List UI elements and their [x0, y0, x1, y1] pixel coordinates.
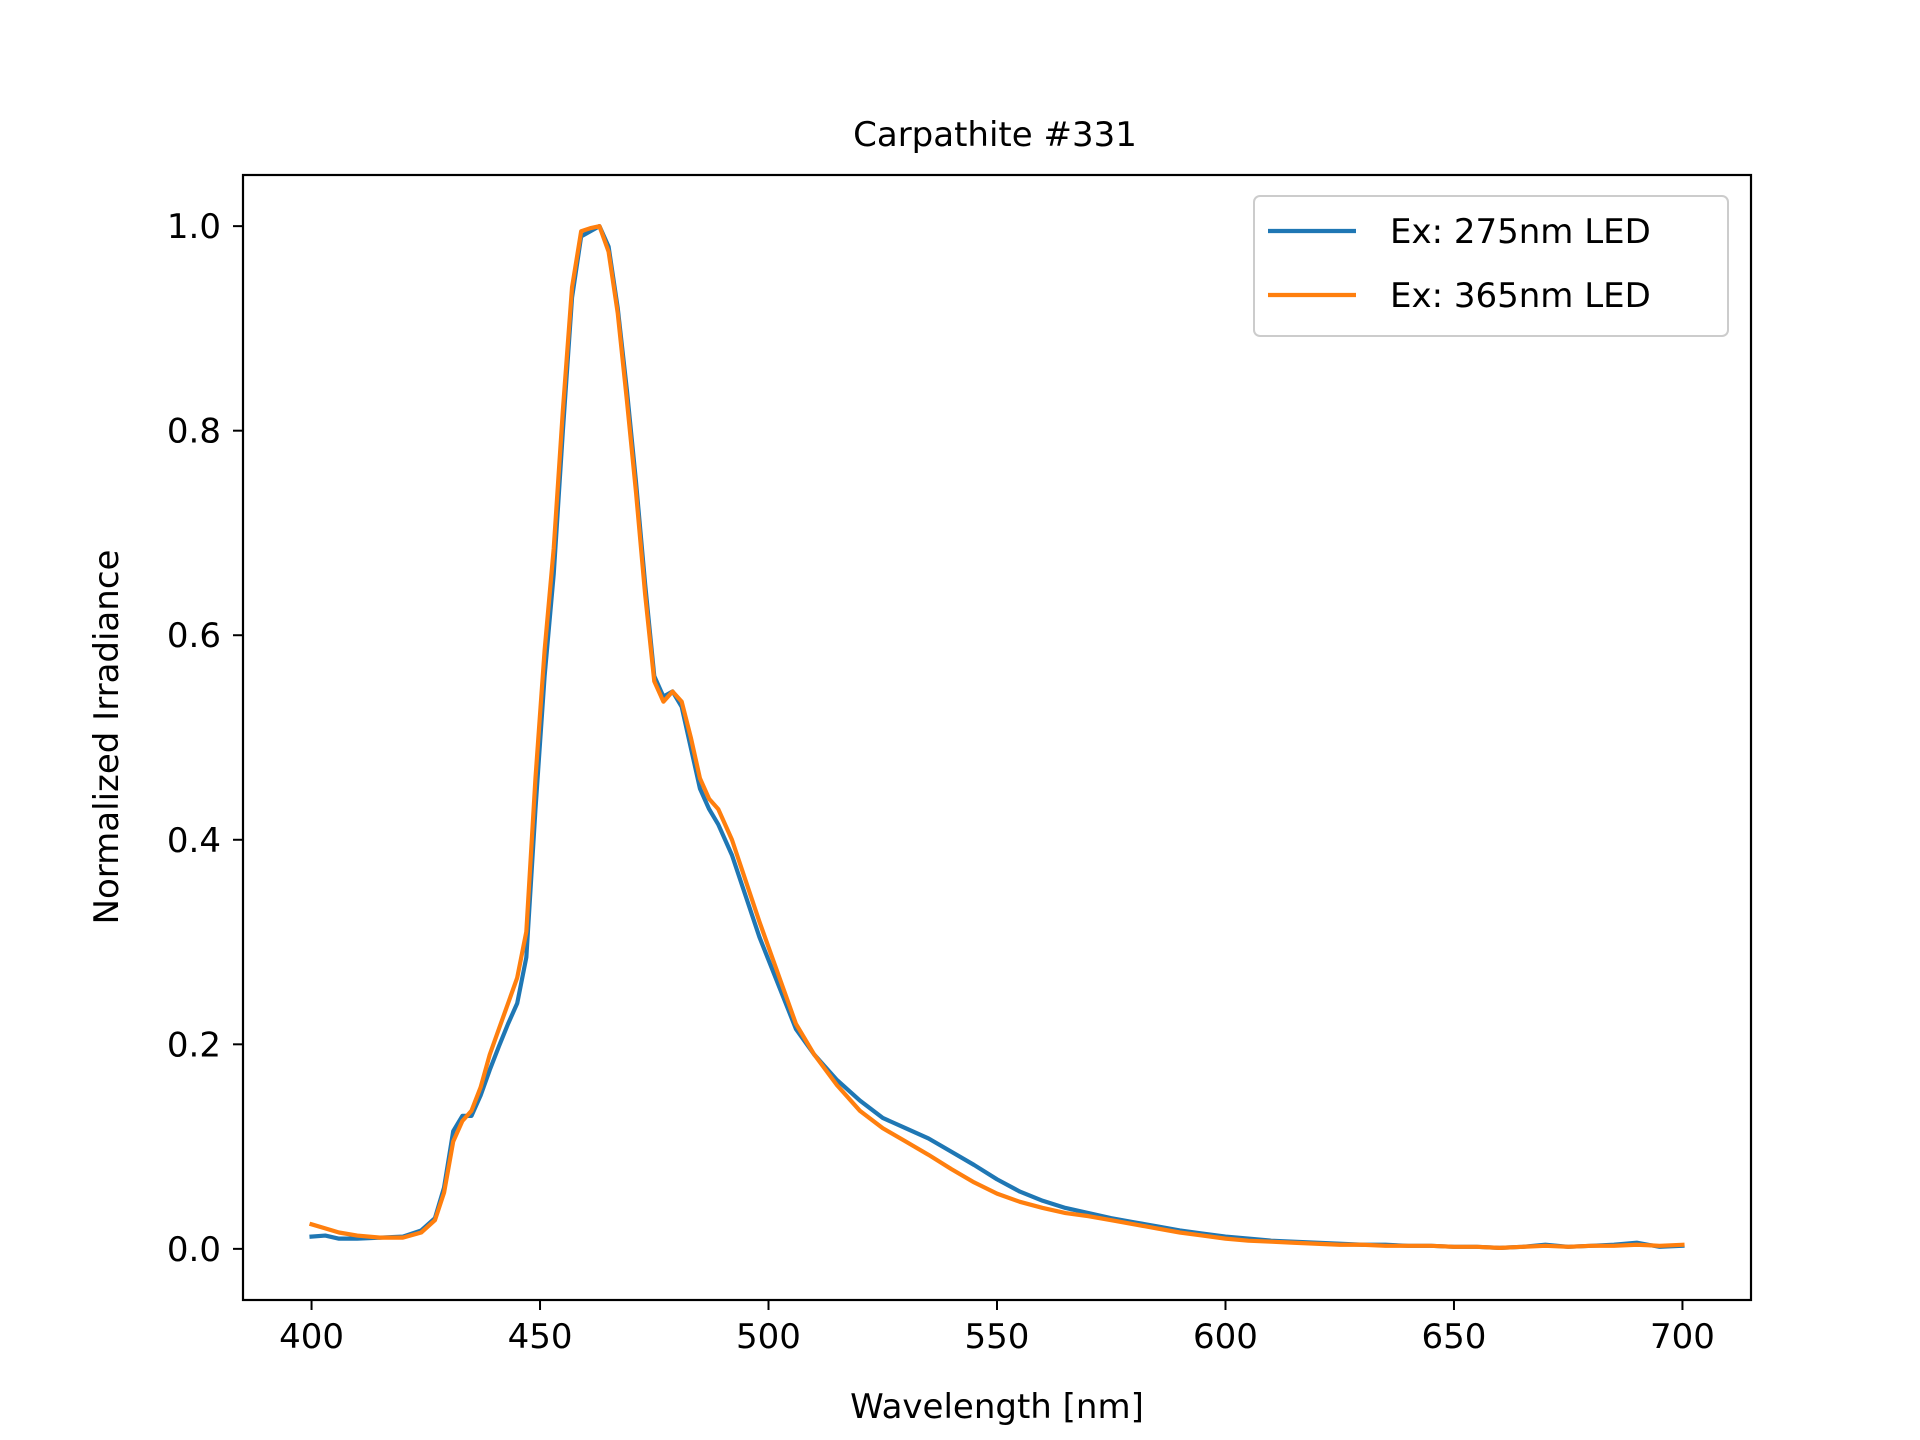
y-axis-label: Normalized Irradiance [87, 550, 127, 925]
y-tick-label: 0.2 [167, 1025, 221, 1065]
y-tick-label: 0.0 [167, 1230, 221, 1270]
legend-box [1253, 195, 1729, 337]
x-tick-label: 400 [279, 1317, 344, 1357]
x-tick-label: 500 [736, 1317, 801, 1357]
plot-lines [308, 224, 1685, 1250]
x-axis-label: Wavelength [nm] [850, 1387, 1144, 1427]
x-axis-ticks: 400 450 500 550 600 650 700 [279, 1300, 1715, 1357]
y-tick-label: 0.6 [167, 616, 221, 656]
x-tick-label: 450 [508, 1317, 573, 1357]
x-tick-label: 700 [1650, 1317, 1715, 1357]
series-line-365nm [308, 224, 1685, 1250]
x-tick-label: 600 [1193, 1317, 1258, 1357]
x-tick-label: 650 [1422, 1317, 1487, 1357]
y-tick-label: 1.0 [167, 207, 221, 247]
y-tick-label: 0.8 [167, 412, 221, 452]
legend-label-275nm: Ex: 275nm LED [1390, 212, 1651, 252]
legend: Ex: 275nm LED Ex: 365nm LED [1253, 195, 1729, 337]
chart-title: Carpathite #331 [853, 115, 1137, 155]
y-axis-ticks: 0.0 0.2 0.4 0.6 0.8 1.0 [167, 207, 243, 1270]
x-tick-label: 550 [965, 1317, 1030, 1357]
y-tick-label: 0.4 [167, 821, 221, 861]
legend-label-365nm: Ex: 365nm LED [1390, 276, 1651, 316]
